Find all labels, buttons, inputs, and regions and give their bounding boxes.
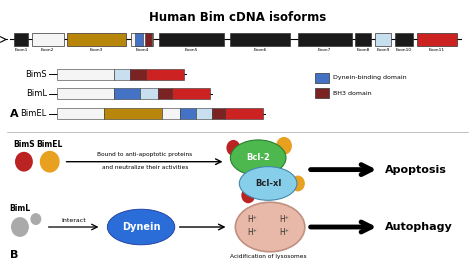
Text: Acidification of lysosomes: Acidification of lysosomes	[230, 254, 306, 259]
Text: B: B	[10, 250, 18, 260]
Ellipse shape	[30, 213, 41, 225]
Text: Exon10: Exon10	[396, 48, 412, 52]
FancyBboxPatch shape	[315, 73, 328, 82]
Text: Bcl-2: Bcl-2	[246, 153, 270, 162]
Text: BimL: BimL	[9, 204, 30, 213]
Text: H⁺: H⁺	[247, 228, 257, 238]
FancyBboxPatch shape	[172, 89, 210, 99]
Text: Dynein-binding domain: Dynein-binding domain	[333, 75, 406, 80]
Text: Human Bim cDNA isoforms: Human Bim cDNA isoforms	[149, 11, 326, 24]
Ellipse shape	[276, 137, 292, 155]
Text: and neutralize their activities: and neutralize their activities	[102, 165, 188, 170]
Text: Exon11: Exon11	[429, 48, 445, 52]
Text: A: A	[10, 109, 18, 119]
Text: BimS: BimS	[25, 70, 47, 79]
Text: Exon9: Exon9	[376, 48, 390, 52]
FancyBboxPatch shape	[146, 33, 152, 46]
Text: Apoptosis: Apoptosis	[385, 165, 447, 174]
Ellipse shape	[40, 151, 60, 173]
Text: H⁺: H⁺	[279, 215, 289, 224]
Text: Exon3: Exon3	[90, 48, 103, 52]
Ellipse shape	[107, 209, 175, 245]
Text: Exon7: Exon7	[318, 48, 331, 52]
Text: Exon6: Exon6	[254, 48, 267, 52]
Text: Exon2: Exon2	[41, 48, 55, 52]
Text: Bcl-xl: Bcl-xl	[255, 179, 281, 188]
FancyBboxPatch shape	[315, 89, 328, 98]
FancyBboxPatch shape	[131, 33, 153, 46]
FancyBboxPatch shape	[136, 33, 143, 46]
Text: Bound to anti-apoptotic proteins: Bound to anti-apoptotic proteins	[97, 152, 192, 157]
Text: Interact: Interact	[61, 218, 86, 223]
Ellipse shape	[239, 167, 297, 200]
Text: BimEL: BimEL	[20, 109, 47, 118]
FancyBboxPatch shape	[57, 69, 114, 80]
Text: H⁺: H⁺	[279, 228, 289, 238]
Ellipse shape	[291, 176, 305, 191]
FancyBboxPatch shape	[104, 108, 162, 119]
Ellipse shape	[236, 202, 305, 252]
Text: Exon8: Exon8	[357, 48, 370, 52]
Ellipse shape	[241, 188, 255, 203]
Ellipse shape	[15, 152, 33, 172]
FancyBboxPatch shape	[158, 89, 172, 99]
Text: Exon5: Exon5	[185, 48, 199, 52]
FancyBboxPatch shape	[298, 33, 352, 46]
FancyBboxPatch shape	[130, 69, 146, 80]
FancyBboxPatch shape	[67, 33, 126, 46]
FancyBboxPatch shape	[140, 89, 158, 99]
FancyBboxPatch shape	[395, 33, 413, 46]
FancyBboxPatch shape	[196, 108, 211, 119]
FancyBboxPatch shape	[417, 33, 457, 46]
Text: BimEL: BimEL	[36, 140, 63, 149]
Text: Exon1: Exon1	[14, 48, 27, 52]
Text: Autophagy: Autophagy	[385, 222, 453, 232]
Ellipse shape	[230, 140, 286, 176]
FancyBboxPatch shape	[114, 89, 140, 99]
FancyBboxPatch shape	[211, 108, 226, 119]
FancyBboxPatch shape	[180, 108, 196, 119]
FancyBboxPatch shape	[57, 108, 104, 119]
Text: BimL: BimL	[26, 89, 47, 98]
Ellipse shape	[11, 217, 29, 237]
FancyBboxPatch shape	[159, 33, 225, 46]
FancyBboxPatch shape	[375, 33, 391, 46]
Ellipse shape	[227, 140, 240, 156]
Text: H⁺: H⁺	[247, 215, 257, 224]
FancyBboxPatch shape	[114, 69, 130, 80]
Text: BimS: BimS	[13, 140, 35, 149]
Text: BH3 domain: BH3 domain	[333, 91, 371, 96]
FancyBboxPatch shape	[57, 89, 114, 99]
FancyBboxPatch shape	[32, 33, 64, 46]
Text: Exon4: Exon4	[136, 48, 149, 52]
FancyBboxPatch shape	[356, 33, 371, 46]
FancyBboxPatch shape	[162, 108, 180, 119]
Text: Dynein: Dynein	[122, 222, 160, 232]
FancyBboxPatch shape	[230, 33, 290, 46]
FancyBboxPatch shape	[226, 108, 263, 119]
FancyBboxPatch shape	[146, 69, 184, 80]
FancyBboxPatch shape	[14, 33, 28, 46]
